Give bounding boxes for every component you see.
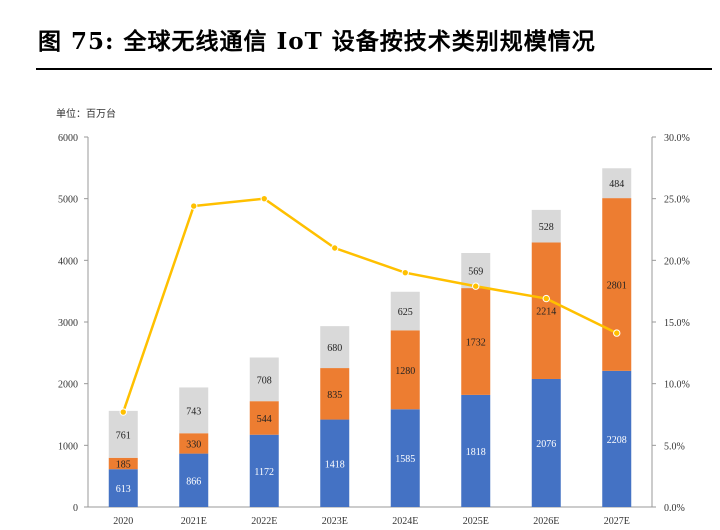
bar-segment xyxy=(461,252,491,289)
title-rule xyxy=(36,68,712,70)
x-tick-label: 2027E xyxy=(604,516,630,527)
x-tick-label: 2025E xyxy=(463,516,489,527)
bar-segment xyxy=(531,242,561,379)
bar-segment xyxy=(531,378,561,507)
bar-segment xyxy=(602,370,632,507)
y-tick-label: 2000 xyxy=(58,380,78,391)
bar-segment xyxy=(602,168,632,199)
x-tick-label: 2026E xyxy=(533,516,559,527)
bar-segment xyxy=(108,457,138,470)
bar-value-label: 2208 xyxy=(607,435,627,446)
bar-value-label: 1418 xyxy=(325,459,345,470)
bar-segment xyxy=(390,330,420,410)
bar-value-label: 680 xyxy=(327,343,342,354)
bar-value-label: 625 xyxy=(398,307,413,318)
bar-segment xyxy=(179,433,209,454)
bar-segment xyxy=(249,434,279,507)
y2-tick-label: 5.0% xyxy=(664,441,685,452)
bar-value-label: 185 xyxy=(116,459,131,470)
y-tick-label: 0 xyxy=(73,503,78,514)
y2-tick-label: 30.0% xyxy=(664,133,690,144)
y-tick-label: 5000 xyxy=(58,195,78,206)
bar-value-label: 866 xyxy=(186,476,201,487)
x-tick-label: 2022E xyxy=(251,516,277,527)
line-point xyxy=(613,329,621,337)
bar-value-label: 2076 xyxy=(536,439,556,450)
line-point xyxy=(472,282,480,290)
line-point xyxy=(331,244,339,252)
bar-value-label: 528 xyxy=(539,222,554,233)
bar-segment xyxy=(320,368,350,420)
bar-segment xyxy=(179,387,209,434)
x-tick-label: 2020 xyxy=(113,516,133,527)
bar-value-label: 330 xyxy=(186,439,201,450)
y-tick-label: 1000 xyxy=(58,441,78,452)
bar-value-label: 1172 xyxy=(254,467,274,478)
y-tick-label: 4000 xyxy=(58,256,78,267)
line-point xyxy=(401,268,409,277)
y2-tick-label: 0.0% xyxy=(664,503,685,514)
bar-value-label: 761 xyxy=(116,430,131,441)
bar-value-label: 484 xyxy=(609,179,624,190)
line-point xyxy=(260,194,268,203)
bar-value-label: 2801 xyxy=(607,280,627,291)
y-tick-label: 6000 xyxy=(58,133,78,144)
bar-value-label: 569 xyxy=(468,267,483,278)
bar-segment xyxy=(602,198,632,371)
y2-tick-label: 15.0% xyxy=(664,318,690,329)
line-point xyxy=(190,202,198,210)
y2-tick-label: 25.0% xyxy=(664,195,690,206)
bar-segment xyxy=(249,401,279,435)
bar-segment xyxy=(108,469,138,507)
bar-segment xyxy=(390,291,420,331)
bar-value-label: 743 xyxy=(186,406,201,417)
bar-value-label: 1585 xyxy=(395,454,415,465)
bar-value-label: 544 xyxy=(257,414,272,425)
bar-value-label: 1732 xyxy=(466,337,486,348)
x-tick-label: 2024E xyxy=(392,516,418,527)
unit-label: 单位：百万台 xyxy=(56,107,116,120)
line-point xyxy=(119,408,127,416)
bar-segment xyxy=(390,409,420,507)
bar-value-label: 2214 xyxy=(536,307,556,318)
bar-value-label: 613 xyxy=(116,484,131,495)
bar-value-label: 708 xyxy=(257,375,272,386)
bar-segment xyxy=(320,419,350,507)
x-tick-label: 2021E xyxy=(181,516,207,527)
y2-tick-label: 20.0% xyxy=(664,256,690,267)
bar-segment xyxy=(531,209,561,243)
bar-value-label: 1818 xyxy=(466,447,486,458)
bar-segment xyxy=(179,453,209,507)
y-tick-label: 3000 xyxy=(58,318,78,329)
bar-segment xyxy=(249,357,279,402)
y2-tick-label: 10.0% xyxy=(664,380,690,391)
bar-segment xyxy=(461,394,491,507)
x-tick-label: 2023E xyxy=(322,516,348,527)
figure-title: 图 75: 全球无线通信 IoT 设备按技术类别规模情况 xyxy=(38,28,596,55)
growth-line xyxy=(122,197,618,413)
bar-segment xyxy=(108,410,138,458)
bar-segment xyxy=(320,326,350,369)
bar-segment xyxy=(461,288,491,395)
line-point xyxy=(542,294,550,303)
bar-value-label: 1280 xyxy=(395,366,415,377)
bar-value-label: 835 xyxy=(327,390,342,401)
